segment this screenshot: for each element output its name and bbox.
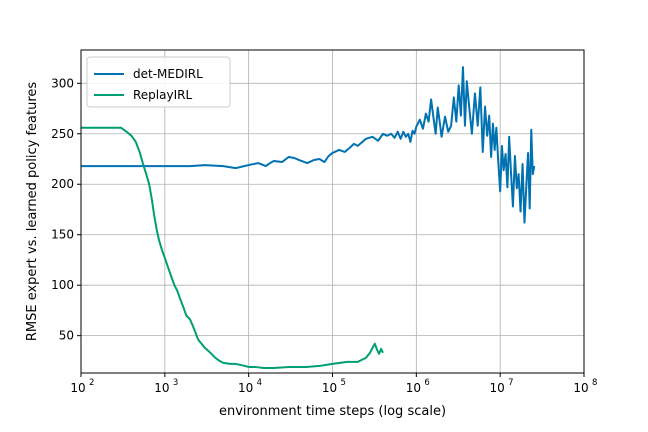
x-tick-exponent: 7	[508, 378, 513, 388]
series-line-det-medirl	[81, 66, 536, 224]
x-tick-label: 10	[154, 381, 169, 395]
series-line-replayirl	[81, 126, 384, 369]
y-axis-label: RMSE expert vs. learned policy features	[25, 82, 40, 342]
legend-label-replayirl: ReplayIRL	[133, 88, 192, 102]
y-tick-label: 150	[51, 228, 74, 242]
x-tick-exponent: 6	[424, 378, 429, 388]
x-tick-exponent: 2	[89, 378, 94, 388]
y-tick-label: 300	[51, 76, 74, 90]
legend: det-MEDIRL ReplayIRL	[86, 56, 231, 108]
legend-label-det-medirl: det-MEDIRL	[133, 67, 203, 81]
y-tick-label: 50	[59, 329, 74, 343]
x-tick-label: 10	[238, 381, 253, 395]
x-tick-label: 10	[406, 381, 421, 395]
y-tick-label: 250	[51, 127, 74, 141]
x-tick-label: 10	[573, 381, 588, 395]
x-tick-exponent: 4	[257, 378, 262, 388]
x-tick-label: 10	[322, 381, 337, 395]
x-tick-exponent: 5	[341, 378, 346, 388]
x-tick-label: 10	[490, 381, 505, 395]
x-tick-exponent: 3	[173, 378, 178, 388]
x-tick-label: 10	[70, 381, 85, 395]
x-tick-exponent: 8	[592, 378, 597, 388]
x-axis-label: environment time steps (log scale)	[219, 404, 446, 419]
series-layer	[81, 66, 536, 369]
y-tick-label: 100	[51, 278, 74, 292]
y-tick-label: 200	[51, 177, 74, 191]
